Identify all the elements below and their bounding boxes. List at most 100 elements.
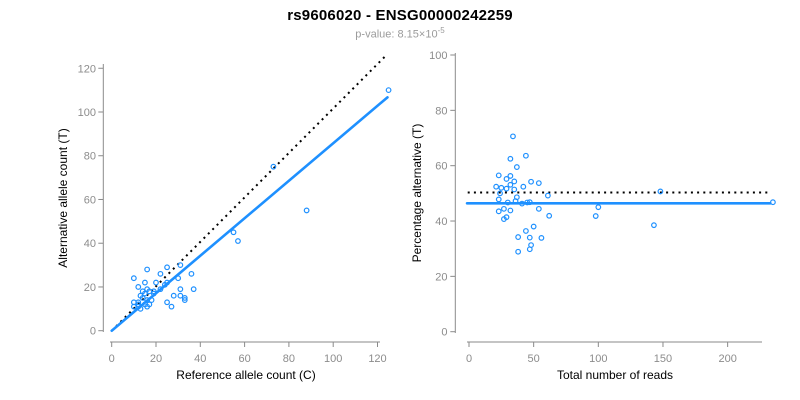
data-point — [153, 279, 159, 286]
data-point — [530, 223, 537, 230]
y-tick-label: 120 — [78, 63, 96, 75]
right-yaxis-label: Percentage alternative (T) — [410, 123, 424, 263]
pvalue-text: p-value: 8.15×10 — [355, 28, 438, 41]
x-tick-label: 100 — [324, 353, 342, 365]
data-point — [503, 176, 510, 182]
data-point — [657, 188, 664, 195]
data-point — [515, 248, 522, 255]
data-point — [592, 213, 599, 219]
data-point — [651, 222, 657, 229]
data-point — [507, 155, 514, 162]
data-point — [546, 212, 553, 219]
identity-line — [115, 54, 388, 328]
data-point — [139, 294, 146, 301]
fit-line — [110, 96, 389, 333]
y-tick-label: 80 — [84, 151, 96, 163]
data-point — [513, 164, 520, 170]
data-point — [175, 275, 182, 282]
data-point — [270, 163, 277, 170]
y-tick-label: 20 — [84, 282, 96, 294]
y-tick-label: 40 — [84, 238, 96, 250]
data-point — [135, 284, 142, 290]
data-point — [503, 185, 510, 192]
data-point — [135, 301, 142, 308]
data-point — [507, 173, 514, 179]
data-point — [495, 172, 502, 179]
data-point — [235, 238, 241, 244]
data-point — [510, 133, 516, 140]
y-tick-label: 60 — [84, 194, 96, 206]
data-point — [181, 297, 188, 303]
data-point — [146, 301, 153, 308]
data-point — [148, 297, 155, 303]
data-point — [523, 152, 529, 159]
figure-title: rs9606020 - ENSG00000242259 — [287, 7, 513, 24]
data-point — [150, 288, 157, 295]
data-point — [188, 270, 195, 277]
data-point — [507, 181, 514, 188]
data-point — [385, 87, 392, 94]
right-scatter-plot: 0 50 100 150 200 0 20 40 60 80 100 — [429, 50, 776, 365]
left-scatter-plot: 0 20 40 60 80 100 120 0 20 40 60 80 100 120 — [78, 54, 392, 365]
data-point — [507, 207, 514, 214]
y-tick-label: 20 — [435, 271, 447, 283]
data-point — [511, 186, 518, 193]
data-point — [523, 228, 529, 234]
data-point — [497, 190, 503, 197]
data-point — [520, 183, 527, 190]
data-point — [142, 279, 148, 286]
x-tick-label: 80 — [283, 353, 295, 365]
data-point — [157, 270, 164, 277]
y-tick-label: 40 — [435, 216, 447, 228]
left-yaxis-label: Alternative allele count (T) — [56, 128, 70, 268]
data-point — [130, 275, 137, 282]
y-tick-label: 60 — [435, 161, 447, 173]
data-point — [137, 305, 144, 312]
x-tick-label: 150 — [654, 353, 672, 365]
x-tick-label: 120 — [368, 353, 386, 365]
y-tick-label: 100 — [429, 50, 447, 62]
data-point — [511, 178, 518, 185]
data-point — [303, 207, 310, 214]
data-point — [177, 262, 184, 268]
data-point — [535, 205, 542, 212]
data-point — [770, 199, 776, 206]
data-point — [170, 292, 177, 299]
data-point — [177, 292, 184, 299]
data-point — [503, 214, 510, 221]
data-point — [528, 178, 534, 185]
data-point — [161, 281, 168, 288]
data-point — [512, 198, 519, 204]
data-point — [524, 199, 531, 206]
data-point — [544, 192, 551, 199]
data-point — [495, 196, 502, 203]
data-point — [230, 229, 237, 236]
data-point — [501, 205, 507, 212]
right-xaxis-label: Total number of reads — [556, 368, 674, 382]
data-point — [526, 199, 533, 206]
data-point — [181, 294, 188, 301]
data-point — [144, 266, 151, 273]
x-tick-label: 40 — [194, 353, 206, 365]
x-tick-label: 0 — [109, 353, 115, 365]
data-point — [595, 204, 602, 211]
data-point — [515, 234, 522, 240]
data-point — [538, 234, 545, 241]
y-tick-label: 100 — [78, 107, 96, 119]
pvalue-exponent: -5 — [437, 26, 445, 35]
x-tick-label: 60 — [238, 353, 250, 365]
y-tick-label: 0 — [90, 326, 96, 338]
x-tick-label: 20 — [150, 353, 162, 365]
data-point — [498, 184, 505, 191]
y-tick-label: 80 — [435, 105, 447, 117]
y-tick-label: 0 — [441, 327, 447, 339]
figure-subtitle: p-value: 8.15×10-5 — [0, 26, 800, 41]
data-point — [177, 286, 184, 293]
data-point — [164, 264, 170, 271]
data-point — [190, 286, 197, 293]
data-point — [493, 183, 500, 190]
data-point — [504, 199, 511, 206]
data-point — [526, 246, 533, 253]
data-point — [168, 303, 175, 310]
